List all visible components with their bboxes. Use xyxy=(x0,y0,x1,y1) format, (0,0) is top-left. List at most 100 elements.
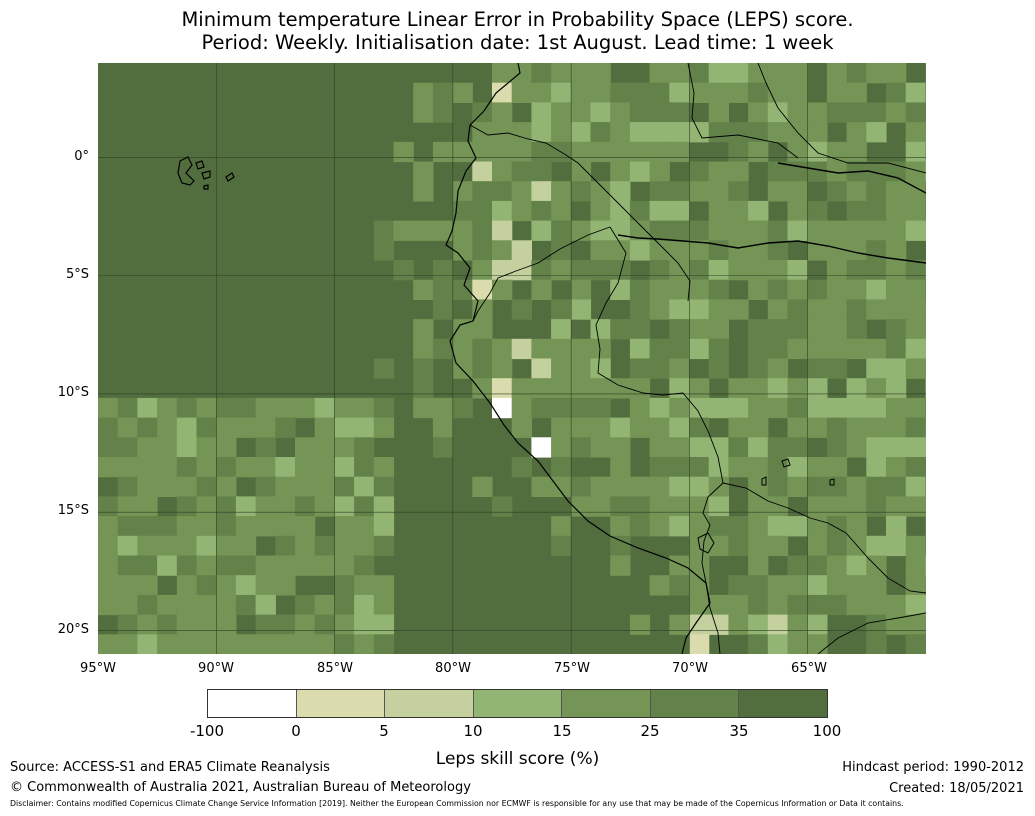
grid-cell xyxy=(334,634,355,654)
grid-cell xyxy=(905,535,926,557)
grid-cell xyxy=(432,299,454,320)
grid-cell xyxy=(610,437,631,458)
grid-cell xyxy=(669,417,690,438)
grid-cell xyxy=(787,614,808,635)
grid-cell xyxy=(826,220,848,241)
grid-cell xyxy=(137,476,158,497)
country-borders xyxy=(469,63,926,654)
grid-cell xyxy=(610,476,631,497)
grid-cell xyxy=(748,594,769,616)
grid-cell xyxy=(334,496,355,517)
coastline-mainland xyxy=(445,63,711,654)
grid-cell xyxy=(314,614,335,635)
grid-cell xyxy=(728,397,749,419)
grid-cell xyxy=(590,102,611,123)
grid-cell xyxy=(314,437,335,458)
grid-cell xyxy=(807,122,828,143)
grid-cell xyxy=(196,496,217,517)
grid-cell xyxy=(235,496,257,517)
grid-cell xyxy=(748,200,769,222)
grid-cell xyxy=(176,634,198,654)
grid-cell xyxy=(629,397,651,419)
grid-cell xyxy=(98,496,119,517)
grid-cell xyxy=(728,200,749,222)
grid-cell xyxy=(492,279,513,300)
grid-cell xyxy=(531,161,552,182)
grid-cell xyxy=(610,141,631,163)
grid-cell xyxy=(472,476,493,497)
grid-cell xyxy=(807,200,828,222)
grid-cell xyxy=(886,319,907,340)
grid-cell xyxy=(354,397,375,419)
grid-cell xyxy=(905,594,926,616)
grid-cell xyxy=(669,555,690,576)
grid-cell xyxy=(117,575,138,596)
grid-cell xyxy=(767,63,789,84)
leps-score-map xyxy=(98,63,926,654)
grid-cell xyxy=(787,575,808,596)
grid-cell xyxy=(551,378,572,399)
grid-cell xyxy=(905,319,926,340)
grid-cell xyxy=(649,102,670,123)
grid-cell xyxy=(492,397,513,419)
grid-cell xyxy=(826,82,848,103)
grid-cell xyxy=(807,575,828,596)
grid-cell xyxy=(551,319,572,340)
grid-cell xyxy=(196,516,217,537)
grid-cell xyxy=(196,397,217,419)
river-amazon xyxy=(617,234,926,264)
grid-cell xyxy=(689,457,710,478)
grid-cell xyxy=(905,457,926,478)
grid-cell xyxy=(275,535,296,557)
grid-cell xyxy=(590,417,611,438)
grid-cell xyxy=(413,338,434,360)
grid-cell xyxy=(629,82,651,103)
grid-cell xyxy=(905,634,926,654)
lat-label-10s: 10°S xyxy=(57,385,89,400)
grid-cell xyxy=(886,82,907,103)
grid-cell xyxy=(492,496,513,517)
grid-cell xyxy=(689,634,710,654)
grid-cell xyxy=(846,63,867,84)
grid-cell xyxy=(354,594,375,616)
grid-cell xyxy=(748,437,769,458)
grid-cell xyxy=(708,260,729,281)
grid-cell xyxy=(98,417,119,438)
grid-cell xyxy=(590,82,611,103)
grid-cell xyxy=(787,260,808,281)
grid-cell xyxy=(708,397,729,419)
grid-cell xyxy=(866,260,887,281)
colorbar-tick-25: 25 xyxy=(640,722,660,740)
grid-cell xyxy=(117,437,138,458)
grid-cell xyxy=(413,220,434,241)
grid-cell xyxy=(334,535,355,557)
grid-cell xyxy=(492,378,513,399)
grid-cell xyxy=(551,220,572,241)
grid-cell xyxy=(807,417,828,438)
grid-cell xyxy=(767,575,789,596)
grid-cell xyxy=(452,279,473,300)
grid-cell xyxy=(255,594,276,616)
colorbar-class-1 xyxy=(208,690,297,717)
grid-cell xyxy=(728,161,749,182)
grid-cell xyxy=(905,141,926,163)
grid-cell xyxy=(767,220,789,241)
grid-cell xyxy=(610,102,631,123)
grid-cell xyxy=(807,496,828,517)
grid-cell xyxy=(866,122,887,143)
grid-cell xyxy=(610,496,631,517)
grid-cell xyxy=(866,200,887,222)
grid-cell xyxy=(98,594,119,616)
grid-cell xyxy=(393,141,414,163)
grid-cell xyxy=(137,516,158,537)
grid-cell xyxy=(708,496,729,517)
grid-cell xyxy=(767,102,789,123)
grid-cell xyxy=(807,397,828,419)
grid-cell xyxy=(511,378,532,399)
grid-cell xyxy=(413,279,434,300)
grid-cell xyxy=(216,575,237,596)
grid-cell xyxy=(846,240,867,261)
grid-cell xyxy=(452,240,473,261)
grid-cell xyxy=(708,319,729,340)
grid-cell xyxy=(590,240,611,261)
